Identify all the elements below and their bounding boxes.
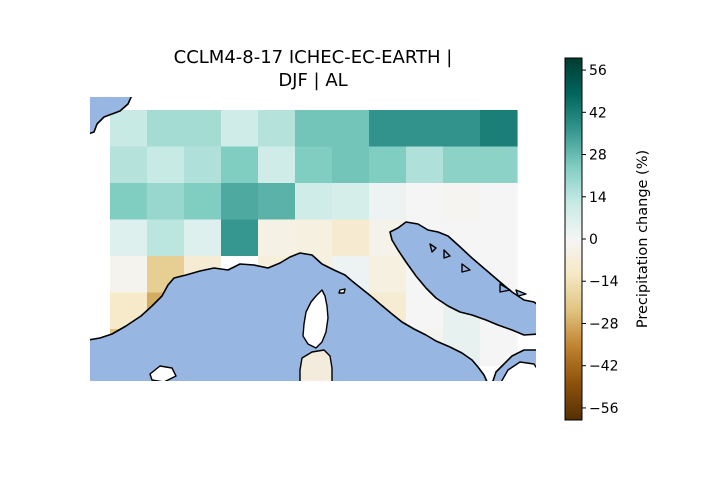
colorbar-tick-label: 14 bbox=[589, 190, 607, 206]
grid-cell bbox=[480, 219, 518, 257]
grid-cell bbox=[258, 219, 296, 257]
balearic-island bbox=[149, 365, 177, 381]
grid-cell bbox=[110, 110, 148, 148]
grid-cell bbox=[332, 219, 370, 257]
grid-cell bbox=[480, 110, 518, 148]
grid-cell bbox=[443, 110, 481, 148]
grid-cell bbox=[443, 183, 481, 221]
colorbar-tick-label: −28 bbox=[589, 316, 619, 332]
colorbar-tick-label: 56 bbox=[589, 63, 607, 79]
dalmatian-island-1 bbox=[429, 243, 437, 253]
grid-cell bbox=[258, 146, 296, 184]
colorbar-tick-label: −14 bbox=[589, 274, 619, 290]
dalmatian-island-3 bbox=[461, 263, 471, 273]
colorbar-tick-label: −42 bbox=[589, 359, 619, 375]
grid-cell bbox=[184, 110, 222, 148]
grid-cell bbox=[369, 110, 407, 148]
grid-cell bbox=[295, 146, 333, 184]
grid-cell bbox=[480, 146, 518, 184]
sardinia-island bbox=[299, 349, 333, 381]
grid-cell bbox=[110, 256, 148, 294]
grid-cell bbox=[147, 110, 185, 148]
grid-cell bbox=[406, 110, 444, 148]
colorbar-label: Precipitation change (%) bbox=[635, 149, 651, 329]
colorbar: 56 42 28 14 0 −14 −28 −42 −56 bbox=[564, 57, 619, 421]
ligurian-tyrrhenian-sea bbox=[90, 252, 488, 381]
dalmatian-island-2 bbox=[443, 249, 451, 259]
grid-cell bbox=[332, 146, 370, 184]
colorbar-tick-label: −56 bbox=[589, 401, 619, 417]
colorbar-tick-label: 42 bbox=[589, 105, 607, 121]
grid-cell bbox=[110, 183, 148, 221]
colorbar-tick-label: 28 bbox=[589, 148, 607, 164]
map-title: CCLM4-8-17 ICHEC-EC-EARTH | DJF | AL bbox=[90, 46, 536, 92]
map-area bbox=[90, 97, 536, 381]
colorbar-tick-label: 0 bbox=[589, 232, 598, 248]
grid-cell bbox=[258, 110, 296, 148]
grid-cell bbox=[221, 219, 259, 257]
colorbar-ticks: 56 42 28 14 0 −14 −28 −42 −56 bbox=[582, 63, 619, 417]
grid-cell bbox=[147, 219, 185, 257]
grid-cell bbox=[332, 183, 370, 221]
map-title-line-2: DJF | AL bbox=[278, 70, 348, 91]
grid-cell bbox=[443, 146, 481, 184]
grid-cell bbox=[258, 183, 296, 221]
dalmatian-island-5 bbox=[515, 289, 527, 297]
grid-cell bbox=[110, 146, 148, 184]
grid-cell bbox=[221, 183, 259, 221]
elba-island bbox=[338, 288, 346, 294]
grid-cell bbox=[295, 110, 333, 148]
grid-cell bbox=[369, 146, 407, 184]
grid-cell bbox=[369, 256, 407, 294]
dalmatian-island-4 bbox=[499, 283, 511, 293]
grid-cell bbox=[295, 183, 333, 221]
grid-cell bbox=[147, 183, 185, 221]
grid-cell bbox=[184, 146, 222, 184]
grid-cell bbox=[295, 219, 333, 257]
grid-cell bbox=[221, 146, 259, 184]
north-sea-corner bbox=[90, 97, 132, 135]
grid-cell bbox=[110, 219, 148, 257]
grid-cell bbox=[147, 146, 185, 184]
grid-cell bbox=[369, 183, 407, 221]
islands bbox=[149, 243, 536, 381]
adriatic-sea bbox=[389, 221, 536, 336]
sicily-island bbox=[500, 361, 536, 381]
corsica-island bbox=[302, 289, 329, 349]
map-title-line-1: CCLM4-8-17 ICHEC-EC-EARTH | bbox=[173, 47, 453, 68]
colorbar-gradient bbox=[564, 57, 583, 421]
grid-cell bbox=[332, 110, 370, 148]
grid-cell bbox=[406, 183, 444, 221]
grid-cell bbox=[184, 183, 222, 221]
grid-cell bbox=[184, 219, 222, 257]
grid-cell bbox=[221, 110, 259, 148]
sea-layer bbox=[90, 97, 536, 381]
grid-cell bbox=[480, 183, 518, 221]
grid-cell bbox=[406, 146, 444, 184]
